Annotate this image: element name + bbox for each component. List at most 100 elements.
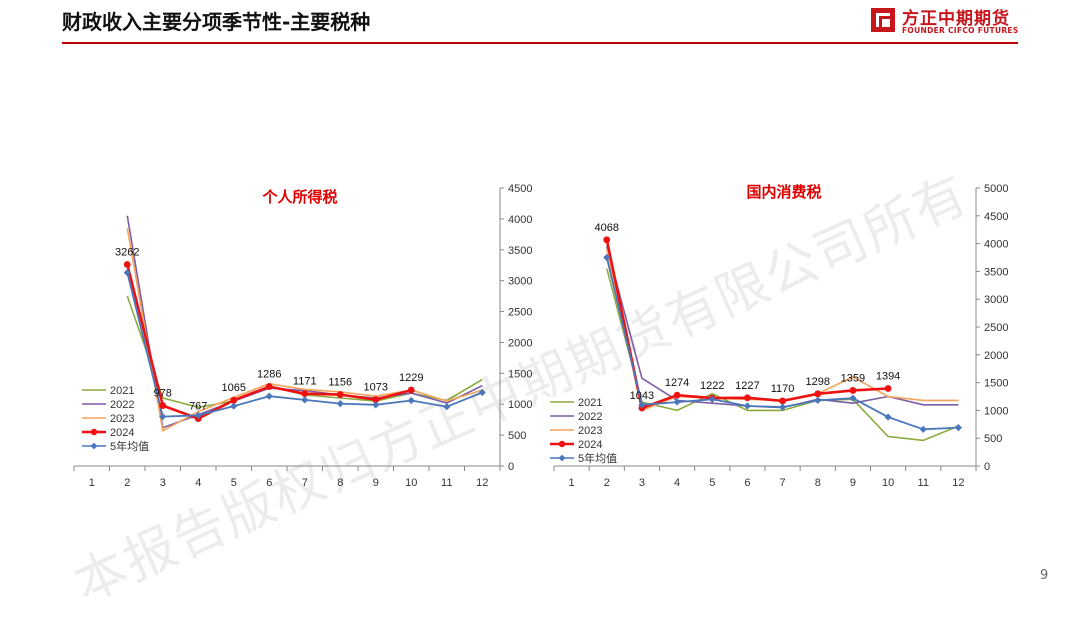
x-tick-label: 5 (709, 477, 715, 489)
y-tick-label: 4000 (508, 214, 532, 226)
y-tick-label: 2500 (984, 322, 1008, 334)
y-tick-label: 1500 (508, 368, 532, 380)
data-point-2024 (407, 386, 415, 394)
data-point-5年均值 (814, 396, 822, 404)
x-tick-label: 2 (124, 477, 130, 489)
x-tick-label: 10 (405, 477, 417, 489)
data-label: 1073 (364, 382, 388, 394)
x-tick-label: 4 (195, 477, 201, 489)
data-point-2024 (372, 396, 380, 404)
legend-label: 2023 (578, 425, 602, 437)
data-point-5年均值 (336, 400, 344, 408)
series-line-2021 (606, 268, 959, 442)
x-tick-label: 12 (476, 477, 488, 489)
y-tick-label: 5000 (984, 183, 1008, 195)
data-label: 1043 (630, 390, 654, 402)
title-rule (62, 42, 1018, 44)
y-tick-label: 2000 (508, 337, 532, 349)
data-point-2024 (884, 385, 892, 392)
x-tick-label: 3 (160, 477, 166, 489)
legend-marker (558, 454, 566, 462)
page-number: 9 (1040, 568, 1049, 583)
legend-label: 2021 (578, 397, 602, 409)
data-point-2024 (673, 391, 681, 399)
legend-label: 2022 (110, 399, 134, 411)
data-point-5年均值 (443, 403, 451, 411)
data-point-5年均值 (478, 388, 486, 397)
data-label: 1065 (222, 382, 246, 394)
x-tick-label: 7 (780, 477, 786, 489)
data-label: 1286 (257, 369, 281, 381)
legend-label: 2024 (110, 427, 134, 439)
x-tick-label: 6 (266, 477, 272, 489)
y-tick-label: 1000 (508, 399, 532, 411)
x-tick-label: 1 (569, 477, 575, 489)
data-label: 1171 (293, 376, 317, 388)
y-tick-label: 3000 (508, 276, 532, 288)
data-point-5年均值 (230, 402, 238, 410)
data-point-2024 (265, 383, 273, 390)
data-point-5年均值 (372, 401, 380, 409)
y-tick-label: 1500 (984, 378, 1008, 390)
data-label: 1274 (665, 377, 689, 389)
data-point-2024 (779, 397, 786, 405)
data-point-2024 (301, 390, 309, 398)
data-label: 3262 (115, 246, 139, 258)
x-tick-label: 5 (231, 477, 237, 489)
data-point-5年均值 (919, 425, 927, 433)
data-label: 978 (154, 388, 172, 400)
data-point-5年均值 (407, 396, 415, 405)
chart-title: 个人所得税 (261, 188, 337, 206)
data-label: 1156 (328, 377, 352, 389)
legend-marker (90, 442, 98, 450)
legend-label: 2022 (578, 411, 602, 423)
data-point-2024 (849, 387, 857, 394)
series-line-2023 (126, 228, 483, 432)
y-tick-label: 500 (984, 433, 1002, 445)
data-point-2024 (336, 391, 344, 398)
data-point-2024 (159, 402, 167, 409)
y-tick-label: 0 (508, 461, 514, 473)
legend-marker (90, 428, 98, 436)
x-tick-label: 6 (744, 477, 750, 489)
data-point-5年均值 (954, 424, 963, 432)
y-tick-label: 4500 (984, 211, 1008, 223)
data-point-5年均值 (265, 392, 273, 400)
y-tick-label: 4500 (508, 183, 532, 195)
company-logo: 方正中期期货 FOUNDER CIFCO FUTURES (866, 4, 1020, 38)
y-tick-label: 2500 (508, 307, 532, 319)
x-tick-label: 2 (604, 477, 610, 489)
y-tick-label: 1000 (984, 405, 1008, 417)
data-point-5年均值 (603, 253, 611, 262)
data-point-2024 (123, 261, 131, 268)
x-tick-label: 1 (89, 477, 95, 489)
logo-text-en: FOUNDER CIFCO FUTURES (902, 26, 1019, 35)
data-label: 1394 (876, 370, 900, 382)
x-tick-label: 8 (337, 477, 343, 489)
data-point-5年均值 (708, 395, 716, 403)
chart-title: 国内消费税 (746, 183, 821, 201)
x-tick-label: 12 (952, 477, 964, 489)
data-label: 1229 (399, 372, 423, 384)
page-title: 财政收入主要分项季节性-主要税种 (62, 10, 371, 34)
y-tick-label: 4000 (984, 239, 1008, 251)
y-tick-label: 3000 (984, 294, 1008, 306)
x-tick-label: 7 (302, 477, 308, 489)
legend-label: 2023 (110, 413, 134, 425)
x-tick-label: 8 (815, 477, 821, 489)
data-label: 1298 (806, 376, 830, 388)
data-point-2024 (603, 236, 611, 244)
legend-label: 2024 (578, 439, 602, 451)
legend-label: 2021 (110, 385, 134, 397)
data-label: 1359 (841, 372, 865, 384)
y-tick-label: 2000 (984, 350, 1008, 362)
logo-text-cn: 方正中期期货 (902, 9, 1010, 29)
y-tick-label: 3500 (984, 266, 1008, 278)
legend-label: 5年均值 (578, 451, 617, 465)
data-point-2024 (744, 394, 751, 402)
data-point-2024 (814, 390, 822, 398)
x-tick-label: 4 (674, 477, 680, 489)
data-label: 4068 (595, 222, 619, 234)
data-point-5年均值 (301, 396, 309, 404)
